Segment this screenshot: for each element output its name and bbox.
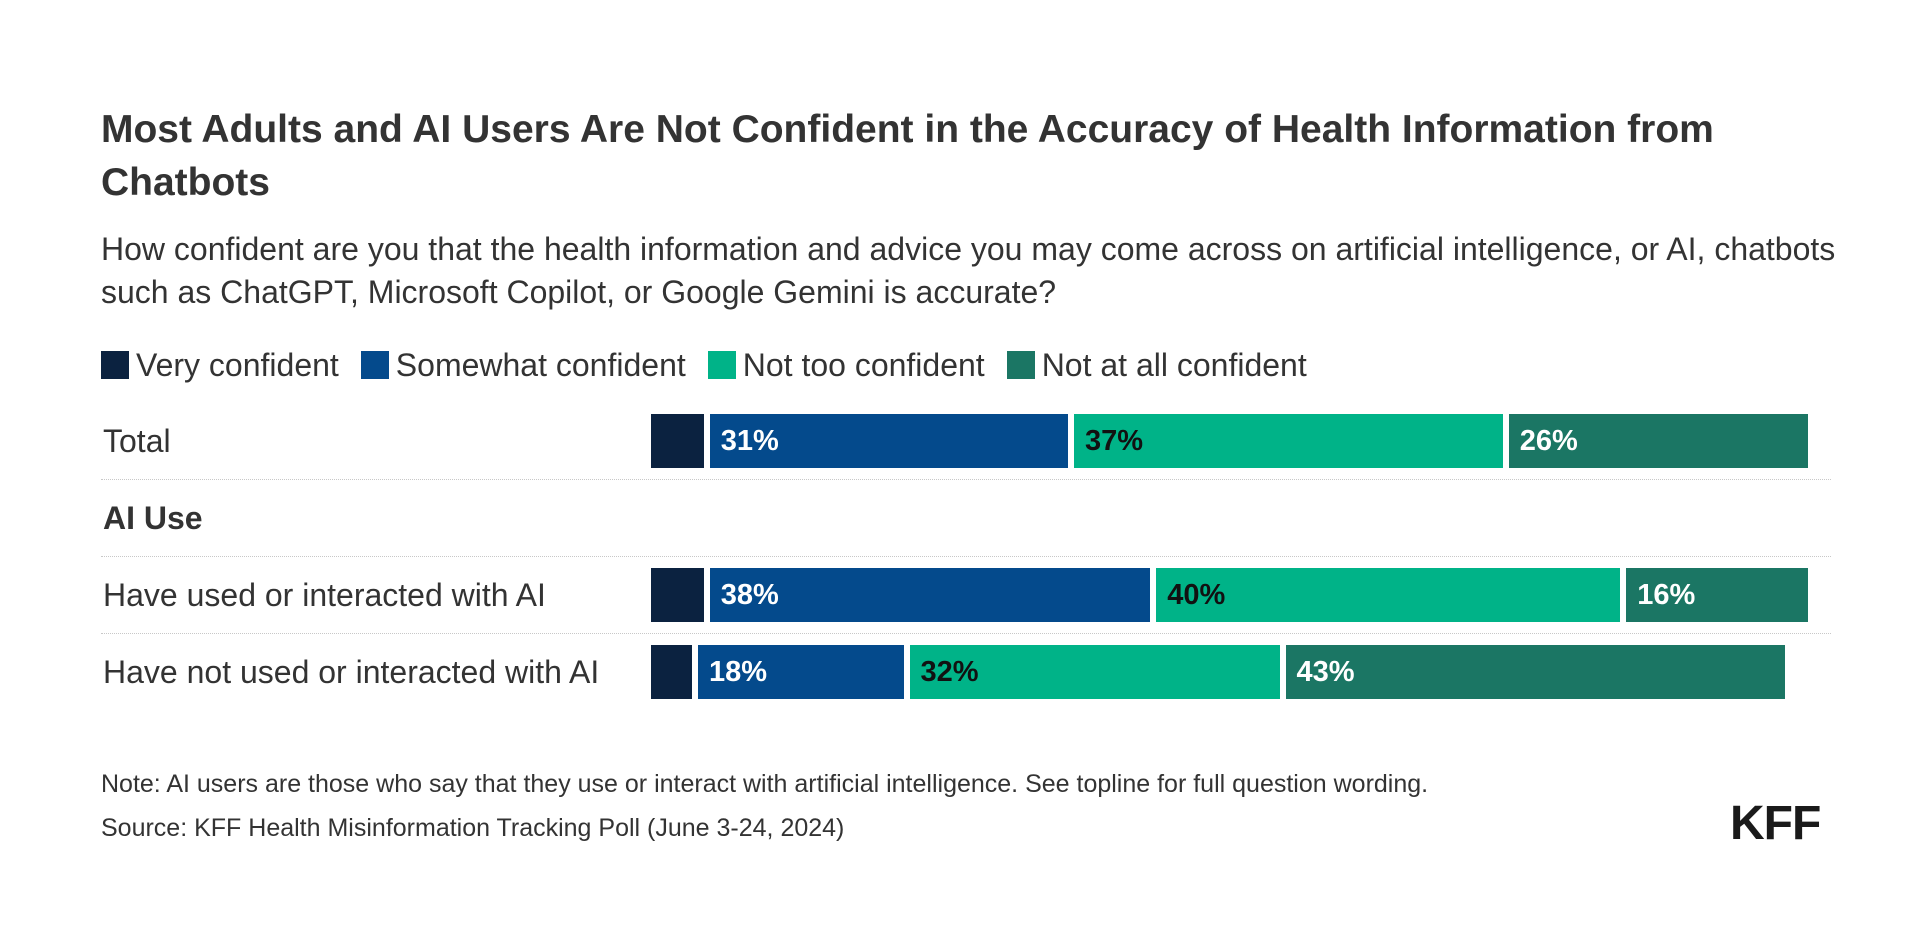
bar-segment-not-too-confident: 32% — [909, 645, 1280, 699]
data-label: 32% — [920, 656, 979, 688]
row-divider — [101, 479, 1831, 480]
legend-item-very-confident: Very confident — [101, 347, 339, 384]
legend-label: Somewhat confident — [395, 346, 686, 383]
legend-swatch — [360, 351, 389, 379]
row-label: Have used or interacted with AI — [103, 577, 546, 613]
row-label: Total — [103, 423, 171, 459]
group-label: AI Use — [103, 500, 203, 536]
chart-source: Source: KFF Health Misinformation Tracki… — [101, 814, 845, 842]
bar-segment-not-at-all-confident: 43% — [1285, 645, 1785, 699]
bar-segment-not-too-confident: 37% — [1074, 414, 1503, 468]
bar-segment-very-confident — [651, 414, 704, 468]
row-divider — [101, 556, 1831, 557]
bar-segment-very-confident — [651, 645, 692, 699]
data-label: 16% — [1637, 579, 1696, 611]
legend-label: Very confident — [136, 346, 339, 383]
chart-subtitle: How confident are you that the health in… — [101, 231, 1836, 310]
bar-segment-somewhat-confident: 18% — [698, 645, 904, 699]
data-label: 38% — [720, 579, 779, 611]
bar-segment-not-at-all-confident: 26% — [1508, 414, 1809, 468]
legend-label: Not at all confident — [1041, 346, 1307, 383]
bar-segment-somewhat-confident: 38% — [709, 568, 1151, 622]
chart-title: Most Adults and AI Users Are Not Confide… — [101, 108, 1714, 204]
legend: Very confident Somewhat confident Not too … — [101, 346, 1329, 384]
legend-item-not-at-all-confident: Not at all confident — [1006, 346, 1307, 384]
legend-label: Not too confident — [742, 346, 985, 383]
legend-item-not-too-confident: Not too confident — [707, 346, 985, 384]
row-divider — [101, 633, 1831, 634]
data-label: 40% — [1167, 579, 1226, 611]
data-label: 26% — [1519, 425, 1578, 457]
data-label: 18% — [709, 656, 768, 688]
data-label: 31% — [720, 425, 779, 457]
bar-segment-somewhat-confident: 31% — [709, 414, 1068, 468]
bar-segment-not-too-confident: 40% — [1156, 568, 1621, 622]
legend-item-somewhat-confident: Somewhat confident — [360, 346, 686, 384]
kff-logo: KFF — [1730, 797, 1821, 850]
legend-swatch — [707, 351, 736, 379]
data-label: 43% — [1296, 656, 1355, 688]
bar-segment-very-confident — [651, 568, 704, 622]
data-label: 37% — [1085, 425, 1144, 457]
legend-swatch — [1006, 351, 1035, 379]
legend-swatch — [101, 351, 129, 379]
row-label: Have not used or interacted with AI — [103, 654, 600, 690]
chart-note: Note: AI users are those who say that th… — [101, 770, 1429, 798]
bar-segment-not-at-all-confident: 16% — [1626, 568, 1809, 622]
